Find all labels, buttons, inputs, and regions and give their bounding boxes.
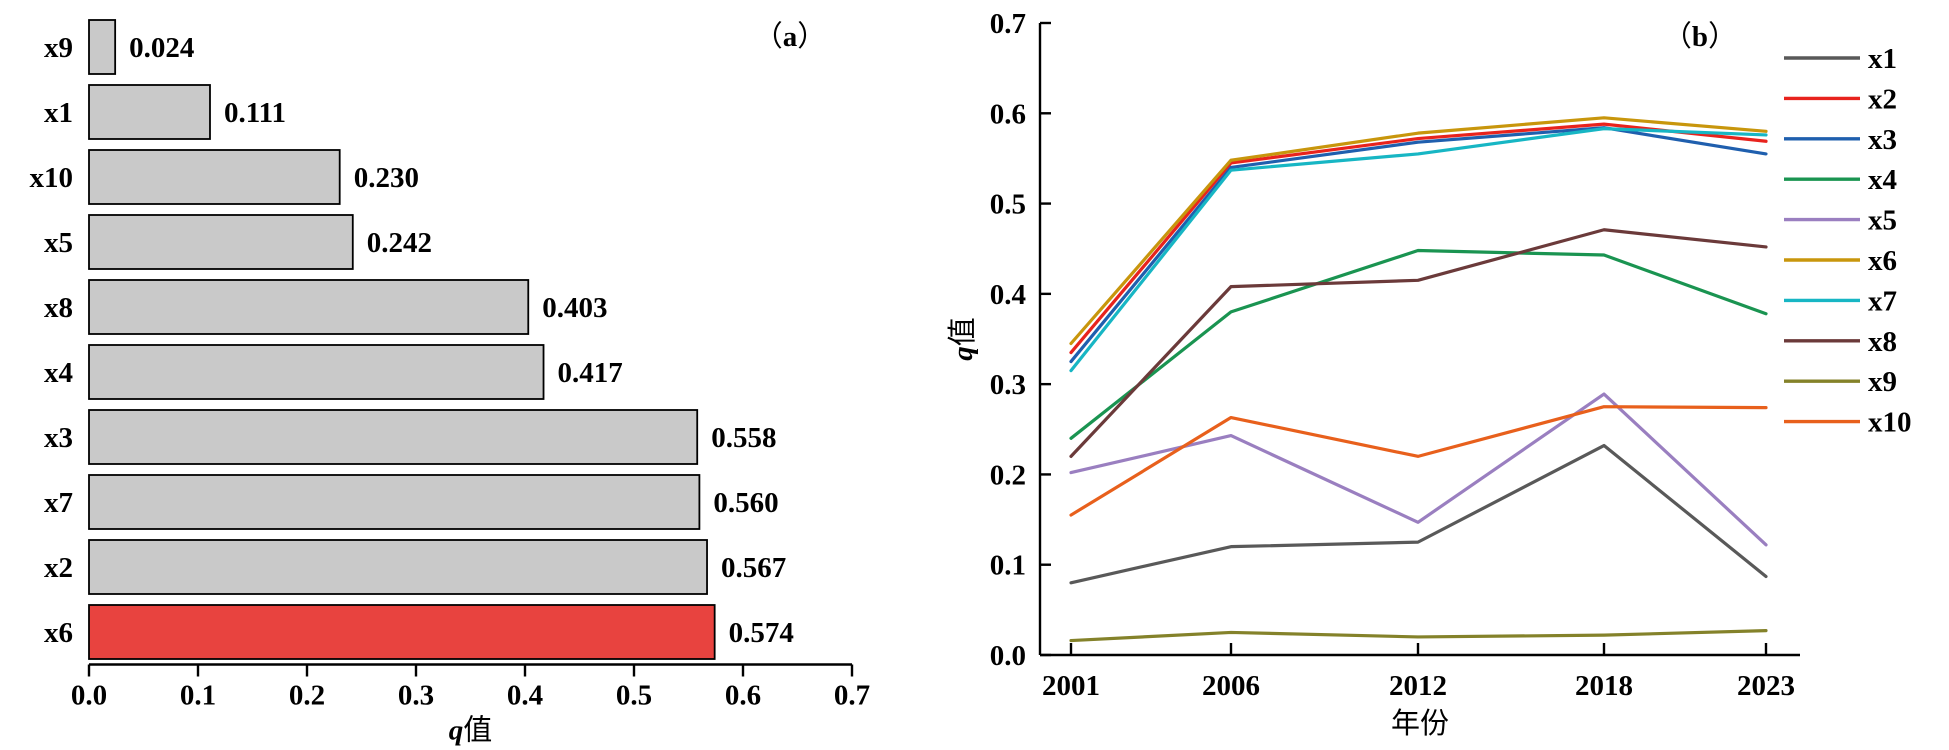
svg-text:0.3: 0.3 [398, 680, 434, 712]
svg-text:0.7: 0.7 [834, 680, 870, 712]
svg-text:x1: x1 [44, 97, 73, 129]
svg-text:x7: x7 [44, 487, 73, 519]
svg-text:0.5: 0.5 [990, 189, 1026, 221]
svg-text:2001: 2001 [1042, 670, 1100, 702]
svg-text:0.6: 0.6 [725, 680, 761, 712]
svg-text:x6: x6 [1868, 245, 1897, 277]
svg-text:0.567: 0.567 [721, 552, 786, 584]
svg-text:x1: x1 [1868, 43, 1897, 75]
svg-text:0.6: 0.6 [990, 98, 1026, 130]
svg-text:2006: 2006 [1202, 670, 1260, 702]
svg-text:x6: x6 [44, 617, 73, 649]
svg-text:0.230: 0.230 [354, 162, 419, 194]
svg-text:（a）: （a） [754, 21, 827, 53]
svg-text:0.2: 0.2 [289, 680, 325, 712]
svg-text:0.7: 0.7 [990, 8, 1026, 40]
svg-text:x9: x9 [44, 32, 73, 64]
svg-text:年份: 年份 [1391, 707, 1449, 740]
svg-text:x5: x5 [44, 227, 73, 259]
svg-text:0.417: 0.417 [558, 357, 623, 389]
svg-text:0.0: 0.0 [71, 680, 107, 712]
svg-text:0.4: 0.4 [507, 680, 543, 712]
svg-text:2018: 2018 [1575, 670, 1633, 702]
svg-text:x9: x9 [1868, 366, 1897, 398]
svg-text:x3: x3 [1868, 124, 1897, 156]
svg-text:0.1: 0.1 [180, 680, 216, 712]
svg-text:0.4: 0.4 [990, 279, 1026, 311]
svg-text:0.560: 0.560 [713, 487, 778, 519]
svg-text:0.024: 0.024 [129, 32, 194, 64]
svg-text:x3: x3 [44, 422, 73, 454]
svg-text:0.403: 0.403 [542, 292, 607, 324]
svg-text:x4: x4 [44, 357, 73, 389]
svg-text:0.3: 0.3 [990, 369, 1026, 401]
svg-text:（b）: （b） [1663, 21, 1737, 53]
svg-text:x5: x5 [1868, 205, 1897, 237]
svg-text:x8: x8 [1868, 326, 1897, 358]
svg-text:0.242: 0.242 [367, 227, 432, 259]
svg-text:x8: x8 [44, 292, 73, 324]
svg-text:0.111: 0.111 [224, 97, 286, 129]
svg-text:2012: 2012 [1389, 670, 1447, 702]
svg-text:x2: x2 [1868, 83, 1897, 115]
svg-text:0.0: 0.0 [990, 640, 1026, 672]
svg-text:0.1: 0.1 [990, 550, 1026, 582]
svg-text:x10: x10 [1868, 407, 1912, 439]
svg-text:2023: 2023 [1737, 670, 1795, 702]
svg-text:q值: q值 [449, 714, 493, 747]
svg-text:x7: x7 [1868, 285, 1897, 317]
svg-text:0.574: 0.574 [729, 617, 794, 649]
svg-text:x4: x4 [1868, 164, 1897, 196]
svg-text:q值: q值 [946, 317, 979, 361]
svg-text:x2: x2 [44, 552, 73, 584]
svg-text:x10: x10 [30, 162, 74, 194]
svg-text:0.2: 0.2 [990, 459, 1026, 491]
svg-text:0.558: 0.558 [711, 422, 776, 454]
svg-text:0.5: 0.5 [616, 680, 652, 712]
